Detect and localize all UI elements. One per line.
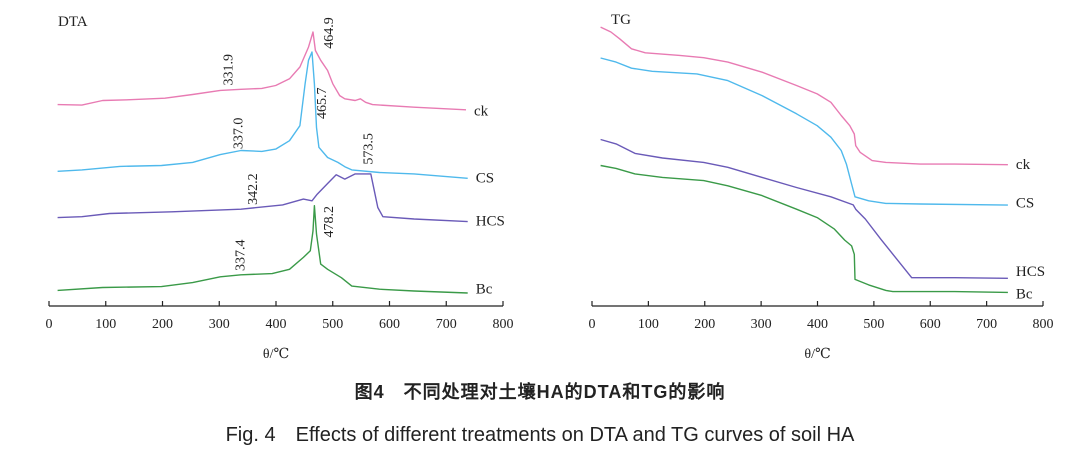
dta-series-ck (57, 31, 467, 111)
tg-series-label-hcs: HCS (1016, 264, 1045, 280)
dta-x-tick-label: 800 (493, 317, 514, 332)
dta-x-tick-label: 0 (46, 317, 53, 332)
tg-series-label-bc: Bc (1016, 287, 1033, 303)
dta-x-tick-label: 300 (209, 317, 230, 332)
tg-series-cs (600, 57, 1008, 206)
tg-x-tick-label: 0 (589, 317, 596, 332)
dta-series-bc (57, 204, 468, 294)
tg-x-tick-label: 300 (751, 317, 772, 332)
tg-x-tick-label: 800 (1033, 317, 1054, 332)
dta-series-label-hcs: HCS (476, 214, 505, 230)
tg-x-tick-label: 700 (976, 317, 997, 332)
tg-series-bc (600, 164, 1008, 294)
tg-x-tick-label: 600 (920, 317, 941, 332)
dta-peak-annotation: 331.9 (221, 54, 236, 86)
tg-series-label-ck: ck (1016, 157, 1031, 173)
dta-x-tick-label: 400 (266, 317, 287, 332)
dta-series-label-cs: CS (476, 170, 494, 186)
tg-x-tick-label: 200 (694, 317, 715, 332)
caption-chinese: 图4 不同处理对土壤HA的DTA和TG的影响 (354, 382, 726, 402)
dta-x-tick-label: 700 (436, 317, 457, 332)
tg-x-tick-label: 500 (863, 317, 884, 332)
figure-charts: DTA 0 100 200 300 400 500 600 700 800 θ/℃ ck CS HCS Bc… (46, 12, 1054, 362)
dta-peak-annotation: 464.9 (322, 17, 337, 49)
dta-x-tick-label: 200 (152, 317, 173, 332)
tg-x-tick-label: 100 (638, 317, 659, 332)
dta-x-axis-label: θ/℃ (263, 347, 289, 362)
dta-series-cs (57, 51, 468, 179)
dta-x-tick-label: 500 (322, 317, 343, 332)
tg-x-tick-label: 400 (807, 317, 828, 332)
tg-series-label-cs: CS (1016, 196, 1034, 212)
caption-english: Fig. 4 Effects of different treatments o… (225, 424, 855, 446)
dta-x-tick-label: 100 (95, 317, 116, 332)
dta-series-hcs (57, 173, 468, 223)
dta-series-label-bc: Bc (476, 281, 493, 297)
dta-x-tick-label: 600 (379, 317, 400, 332)
dta-series-label-ck: ck (474, 104, 489, 120)
tg-x-axis-label: θ/℃ (804, 347, 830, 362)
dta-peak-annotation: 337.4 (233, 240, 248, 272)
dta-peak-annotation: 342.2 (246, 173, 261, 204)
tg-series-ck (600, 26, 1008, 166)
dta-peak-annotation: 573.5 (362, 133, 377, 165)
tg-series-hcs (600, 138, 1008, 279)
dta-peak-annotation: 337.0 (232, 118, 247, 149)
dta-peak-annotation: 465.7 (315, 88, 330, 120)
dta-peak-annotation: 478.2 (322, 206, 337, 238)
tg-title: TG (611, 12, 631, 28)
dta-title: DTA (58, 14, 88, 30)
